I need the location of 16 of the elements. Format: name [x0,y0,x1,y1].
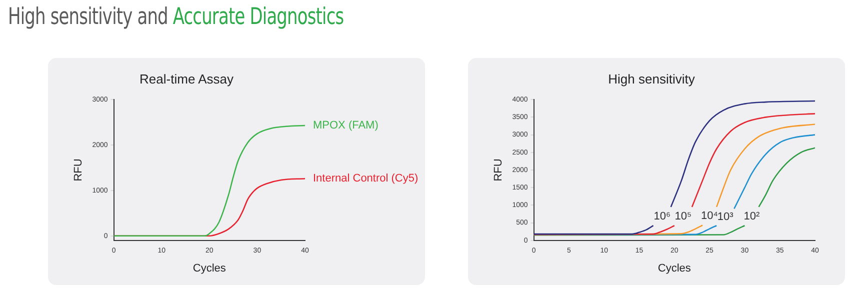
x-axis-title: Cycles [192,262,226,274]
y-axis-title: RFU [492,158,505,182]
series-label: 10⁵ [674,210,692,222]
series-label: MPOX (FAM) [313,120,378,132]
series-label: 10⁶ [654,210,670,222]
chart-title: Real-time Assay [140,71,234,86]
series-label: 10⁴ [701,210,718,222]
text: Accurate Diagnostics [172,4,344,30]
text: High sensitivity and [8,4,168,30]
series-label: Internal Control (Cy5) [313,172,418,185]
series-label: 10² [744,210,760,222]
chart-title: High sensitivity [608,71,696,86]
line-series [114,124,305,237]
series-label: 10³ [717,211,734,224]
x-axis-title: Cycles [658,262,692,274]
y-axis-title: RFU [72,158,85,182]
